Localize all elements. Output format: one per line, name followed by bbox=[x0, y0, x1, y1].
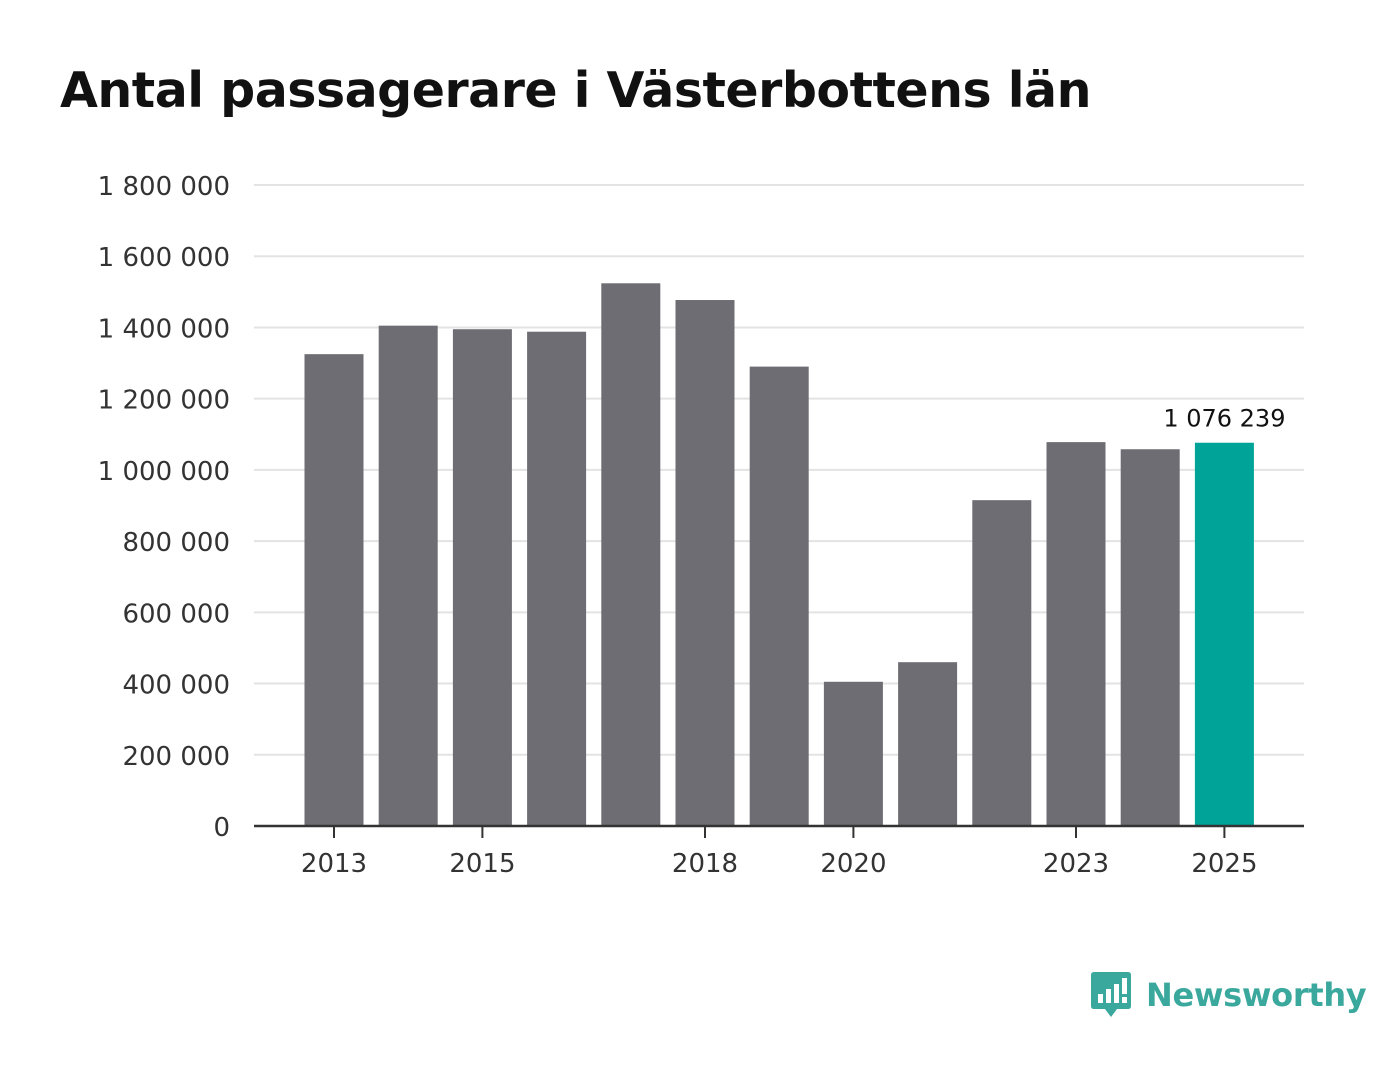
bar-2020 bbox=[823, 681, 883, 826]
y-tick-label: 1 400 000 bbox=[98, 314, 230, 344]
x-tick-label: 2025 bbox=[1191, 849, 1257, 879]
newsworthy-logo: Newsworthy bbox=[1090, 970, 1367, 1020]
bar-chart-speech-bubble-icon bbox=[1091, 972, 1131, 1017]
x-tick-label: 2020 bbox=[820, 849, 886, 879]
y-tick-label: 1 200 000 bbox=[98, 386, 230, 416]
y-tick-label: 400 000 bbox=[122, 671, 230, 701]
x-tick-label: 2018 bbox=[672, 849, 738, 879]
data-label: 1 076 239 bbox=[1163, 405, 1285, 433]
y-tick-label: 600 000 bbox=[122, 599, 230, 629]
y-tick-label: 200 000 bbox=[122, 742, 230, 772]
bar-2015 bbox=[452, 329, 512, 826]
x-tick-label: 2013 bbox=[301, 849, 367, 879]
y-tick-label: 0 bbox=[213, 813, 230, 843]
bar-2016 bbox=[527, 331, 587, 826]
bar-2014 bbox=[378, 325, 438, 826]
y-tick-label: 1 800 000 bbox=[98, 172, 230, 202]
bar-2021 bbox=[898, 662, 958, 826]
bar-2019 bbox=[749, 366, 809, 826]
x-tick-label: 2015 bbox=[449, 849, 515, 879]
chart-title: Antal passagerare i Västerbottens län bbox=[60, 62, 1092, 119]
bar-2013 bbox=[304, 354, 364, 826]
bar-2017 bbox=[601, 283, 661, 827]
bar-2025 bbox=[1194, 442, 1254, 826]
x-tick-label: 2023 bbox=[1043, 849, 1109, 879]
bar-2024 bbox=[1120, 449, 1180, 826]
y-tick-label: 1 600 000 bbox=[98, 243, 230, 273]
y-tick-label: 1 000 000 bbox=[98, 457, 230, 487]
brand-name: Newsworthy bbox=[1146, 976, 1367, 1014]
bar-2023 bbox=[1046, 442, 1106, 826]
bar-2018 bbox=[675, 300, 735, 826]
y-tick-label: 800 000 bbox=[122, 528, 230, 558]
bar-2022 bbox=[972, 500, 1032, 826]
